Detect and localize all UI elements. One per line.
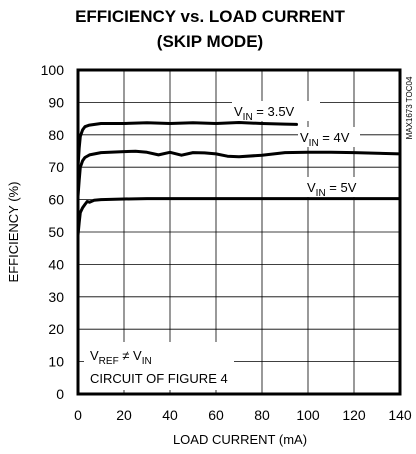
y-axis-label: EFFICIENCY (%)	[6, 182, 21, 283]
x-tick-label-5: 100	[296, 407, 320, 423]
series-label-5v: VIN = 5V	[307, 180, 357, 199]
y-tick-labels: 0 10 20 30 40 50 60 70 80 90 100	[41, 62, 65, 402]
y-tick-label-6: 60	[48, 192, 64, 208]
x-tick-label-3: 60	[208, 407, 224, 423]
x-tick-label-1: 20	[116, 407, 132, 423]
side-code-label: MAX1673 TOC04	[405, 76, 414, 139]
series-line-4v	[76, 149, 402, 198]
x-tick-label-7: 140	[388, 407, 412, 423]
series-label-3p5v: VIN = 3.5V	[234, 104, 295, 123]
x-tick-label-6: 120	[342, 407, 366, 423]
series-label-bg-4v	[298, 127, 360, 147]
chart-subtitle: (SKIP MODE)	[157, 32, 263, 51]
series-label-bg-3p5v	[232, 101, 320, 121]
annotation-vref: VREF ≠ VIN	[90, 348, 152, 367]
y-tick-label-2: 20	[48, 321, 64, 337]
series-lines	[76, 121, 402, 237]
x-axis-label: LOAD CURRENT (mA)	[173, 432, 307, 447]
series-label-bg-5v	[305, 177, 367, 197]
series-line-5v	[76, 197, 402, 237]
series-line-3p5v	[76, 121, 298, 169]
x-tick-labels: 0 20 40 60 80 100 120 140	[74, 407, 412, 423]
x-tick-label-4: 80	[254, 407, 270, 423]
chart-title: EFFICIENCY vs. LOAD CURRENT	[75, 7, 345, 26]
y-tick-label-9: 90	[48, 94, 64, 110]
y-tick-label-3: 30	[48, 289, 64, 305]
y-tick-label-1: 10	[48, 354, 64, 370]
x-tick-label-2: 40	[162, 407, 178, 423]
annotation-bg	[84, 342, 234, 390]
y-tick-label-8: 80	[48, 127, 64, 143]
y-tick-label-5: 50	[48, 224, 64, 240]
y-tick-label-0: 0	[56, 386, 64, 402]
series-label-4v: VIN = 4V	[300, 130, 350, 149]
y-tick-label-4: 40	[48, 256, 64, 272]
annotation-circuit: CIRCUIT OF FIGURE 4	[90, 371, 228, 386]
y-tick-label-10: 100	[41, 62, 65, 78]
y-tick-label-7: 70	[48, 159, 64, 175]
x-tick-label-0: 0	[74, 407, 82, 423]
